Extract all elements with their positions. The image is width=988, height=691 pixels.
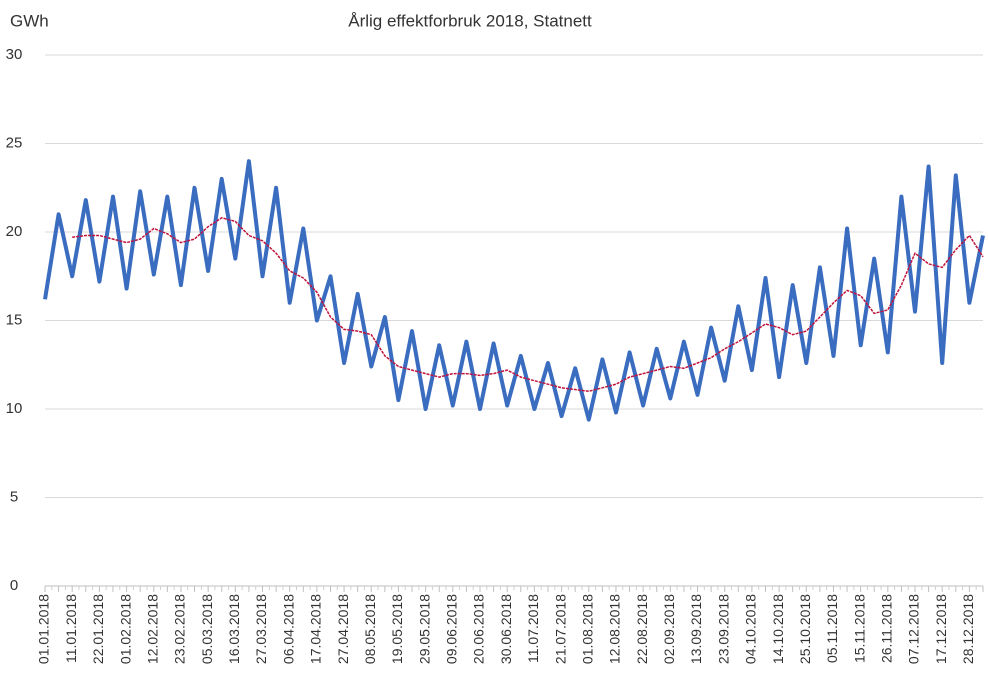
- x-tick-label: 30.06.2018: [498, 594, 514, 664]
- x-tick-label: 15.11.2018: [851, 594, 867, 663]
- x-tick-label: 06.04.2018: [280, 594, 296, 664]
- x-tick-label: 23.09.2018: [715, 594, 731, 664]
- x-tick-label: 23.02.2018: [172, 594, 188, 664]
- x-tick-label: 27.04.2018: [335, 594, 351, 664]
- x-tick-label: 02.09.2018: [661, 594, 677, 664]
- x-tick-label: 01.08.2018: [579, 594, 595, 664]
- x-tick-label: 01.01.2018: [36, 594, 52, 664]
- x-tick-label: 07.12.2018: [906, 594, 922, 664]
- y-tick-label: 20: [6, 223, 23, 240]
- x-tick-label: 27.03.2018: [253, 594, 269, 664]
- y-tick-label: 10: [6, 400, 23, 417]
- y-tick-label: 30: [6, 46, 23, 63]
- x-tick-label: 09.06.2018: [444, 594, 460, 664]
- x-tick-label: 05.03.2018: [199, 594, 215, 664]
- x-tick-label: 12.02.2018: [144, 594, 160, 664]
- x-tick-label: 14.10.2018: [770, 594, 786, 664]
- x-tick-label: 08.05.2018: [362, 594, 378, 664]
- x-tick-label: 19.05.2018: [389, 594, 405, 664]
- x-tick-label: 26.11.2018: [879, 594, 895, 663]
- x-tick-label: 16.03.2018: [226, 594, 242, 664]
- x-tick-label: 20.06.2018: [471, 594, 487, 664]
- x-tick-label: 11.07.2018: [525, 594, 541, 663]
- x-tick-label: 17.12.2018: [933, 594, 949, 664]
- series-line: [43, 159, 985, 422]
- x-tick-label: 04.10.2018: [743, 594, 759, 664]
- x-tick-label: 21.07.2018: [552, 594, 568, 664]
- x-tick-label: 05.11.2018: [824, 594, 840, 663]
- y-tick-label: 25: [6, 134, 23, 151]
- y-tick-label: 5: [10, 488, 18, 505]
- x-tick-label: 17.04.2018: [308, 594, 324, 664]
- x-tick-label: 11.01.2018: [63, 594, 79, 663]
- x-tick-label: 12.08.2018: [607, 594, 623, 664]
- y-axis-label: GWh: [10, 11, 49, 30]
- x-tick-label: 28.12.2018: [960, 594, 976, 664]
- y-tick-label: 0: [10, 577, 18, 594]
- x-tick-label: 22.08.2018: [634, 594, 650, 664]
- x-tick-label: 01.02.2018: [117, 594, 133, 664]
- x-tick-label: 29.05.2018: [416, 594, 432, 664]
- x-tick-label: 13.09.2018: [688, 594, 704, 664]
- series-line: [72, 217, 984, 393]
- chart-title: Årlig effektforbruk 2018, Statnett: [348, 11, 592, 30]
- x-tick-label: 22.01.2018: [90, 594, 106, 664]
- x-tick-label: 25.10.2018: [797, 594, 813, 664]
- y-tick-label: 15: [6, 311, 23, 328]
